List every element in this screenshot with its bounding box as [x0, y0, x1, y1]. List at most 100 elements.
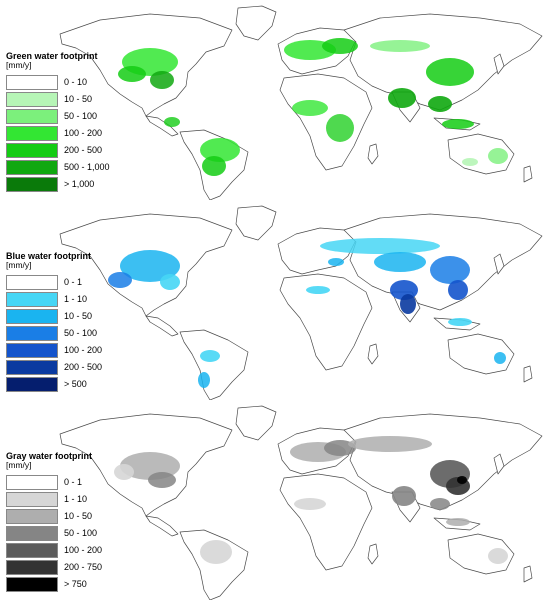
- legend-class: 100 - 200: [6, 542, 102, 559]
- legend-class-label: 50 - 100: [64, 110, 98, 121]
- legend-swatch: [6, 542, 58, 558]
- legend-class: 1 - 10: [6, 491, 102, 508]
- gray-legend: Gray water footprint [mm/y] 0 - 1 1 - 10…: [6, 452, 102, 593]
- blue-footprint-patches: [108, 238, 506, 388]
- legend-swatch: [6, 274, 58, 290]
- green-legend-unit: [mm/y]: [6, 60, 32, 70]
- legend-swatch: [6, 325, 58, 341]
- legend-swatch: [6, 559, 58, 575]
- legend-class: 50 - 100: [6, 325, 102, 342]
- south-america-shape: [179, 529, 249, 600]
- south-america-shape: [179, 329, 249, 400]
- legend-swatch: [6, 125, 58, 141]
- blue-world-map: [59, 205, 543, 400]
- legend-class-label: 50 - 100: [64, 327, 98, 338]
- legend-class-label: 0 - 1: [64, 276, 83, 287]
- central-america-shape: [145, 115, 179, 137]
- africa-shape: [279, 273, 373, 371]
- greenland-shape: [235, 405, 277, 441]
- legend-swatch: [6, 91, 58, 107]
- legend-swatch: [6, 474, 58, 490]
- legend-class: 50 - 100: [6, 525, 102, 542]
- green-footprint-patches: [118, 38, 508, 176]
- legend-swatch: [6, 308, 58, 324]
- legend-swatch: [6, 359, 58, 375]
- green-water-panel: Green water footprint [mm/y] 0 - 10 10 -…: [0, 0, 560, 200]
- legend-swatch: [6, 74, 58, 90]
- legend-class-label: 500 - 1,000: [64, 161, 110, 172]
- gray-water-panel: Gray water footprint [mm/y] 0 - 1 1 - 10…: [0, 400, 560, 600]
- legend-class-label: 200 - 500: [64, 144, 103, 155]
- legend-class: 100 - 200: [6, 342, 102, 359]
- legend-class-label: > 500: [64, 378, 87, 389]
- legend-swatch: [6, 108, 58, 124]
- legend-class: 1 - 10: [6, 291, 102, 308]
- legend-swatch: [6, 291, 58, 307]
- legend-class-label: 200 - 500: [64, 361, 103, 372]
- legend-class-label: > 750: [64, 578, 87, 589]
- legend-swatch: [6, 342, 58, 358]
- legend-class-label: 0 - 10: [64, 76, 88, 87]
- legend-class: 100 - 200: [6, 125, 110, 142]
- legend-class: > 750: [6, 576, 102, 593]
- madagascar-shape: [367, 143, 379, 165]
- new-zealand-shape: [523, 165, 533, 183]
- madagascar-shape: [367, 343, 379, 365]
- blue-water-panel: Blue water footprint [mm/y] 0 - 1 1 - 10…: [0, 200, 560, 400]
- legend-swatch: [6, 525, 58, 541]
- new-zealand-shape: [523, 565, 533, 583]
- japan-shape: [493, 453, 505, 475]
- legend-class-label: 1 - 10: [64, 493, 88, 504]
- legend-class-label: 50 - 100: [64, 527, 98, 538]
- new-zealand-shape: [523, 365, 533, 383]
- gray-legend-title: Gray water footprint: [6, 451, 93, 461]
- africa-shape: [279, 73, 373, 171]
- legend-class-label: 10 - 50: [64, 310, 93, 321]
- legend-class-label: 0 - 1: [64, 476, 83, 487]
- legend-class: > 500: [6, 376, 102, 393]
- legend-class: 200 - 500: [6, 359, 102, 376]
- legend-class: > 1,000: [6, 176, 110, 193]
- legend-class: 0 - 10: [6, 74, 110, 91]
- blue-legend-unit: [mm/y]: [6, 260, 32, 270]
- madagascar-shape: [367, 543, 379, 565]
- legend-class-label: 10 - 50: [64, 93, 93, 104]
- legend-class-label: 100 - 200: [64, 544, 103, 555]
- greenland-shape: [235, 205, 277, 241]
- legend-class: 10 - 50: [6, 508, 102, 525]
- legend-class-label: 100 - 200: [64, 344, 103, 355]
- legend-class-label: > 1,000: [64, 178, 95, 189]
- legend-class-label: 200 - 750: [64, 561, 103, 572]
- green-legend-title: Green water footprint: [6, 51, 98, 61]
- legend-class: 10 - 50: [6, 91, 110, 108]
- greenland-shape: [235, 5, 277, 41]
- legend-class-label: 1 - 10: [64, 293, 88, 304]
- green-world-map: [59, 5, 543, 200]
- green-legend: Green water footprint [mm/y] 0 - 10 10 -…: [6, 52, 110, 193]
- legend-swatch: [6, 142, 58, 158]
- legend-swatch: [6, 508, 58, 524]
- blue-legend-title: Blue water footprint: [6, 251, 91, 261]
- legend-class-label: 100 - 200: [64, 127, 103, 138]
- australia-shape: [447, 333, 515, 375]
- legend-class: 10 - 50: [6, 308, 102, 325]
- legend-class-label: 10 - 50: [64, 510, 93, 521]
- legend-swatch: [6, 491, 58, 507]
- japan-shape: [493, 253, 505, 275]
- legend-class: 0 - 1: [6, 274, 102, 291]
- blue-legend: Blue water footprint [mm/y] 0 - 1 1 - 10…: [6, 252, 102, 393]
- japan-shape: [493, 53, 505, 75]
- legend-swatch: [6, 159, 58, 175]
- legend-class: 50 - 100: [6, 108, 110, 125]
- legend-class: 200 - 750: [6, 559, 102, 576]
- gray-world-map: [59, 405, 543, 600]
- legend-class: 0 - 1: [6, 474, 102, 491]
- central-america-shape: [145, 515, 179, 537]
- africa-shape: [279, 473, 373, 571]
- legend-class: 200 - 500: [6, 142, 110, 159]
- legend-class: 500 - 1,000: [6, 159, 110, 176]
- gray-footprint-patches: [114, 436, 508, 564]
- legend-swatch: [6, 176, 58, 192]
- legend-swatch: [6, 376, 58, 392]
